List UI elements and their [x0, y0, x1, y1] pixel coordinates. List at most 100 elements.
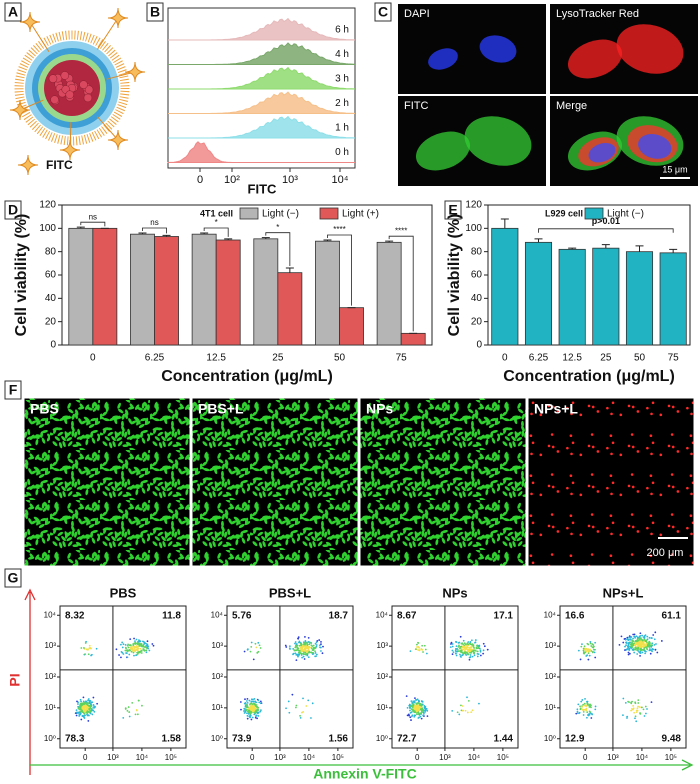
event-dot: [594, 641, 597, 644]
event-dot: [650, 701, 653, 704]
event-dot: [641, 651, 644, 654]
plot-title: PBS: [110, 585, 137, 600]
error-bar: [224, 238, 233, 240]
x-tick-label: 10³: [439, 753, 451, 762]
event-dot: [634, 717, 636, 720]
event-dot: [627, 653, 630, 656]
event-dot: [134, 640, 136, 643]
event-dot: [119, 643, 122, 646]
event-dot: [251, 708, 254, 711]
event-dot: [470, 645, 473, 647]
event-dot: [82, 705, 85, 708]
event-dot: [582, 650, 585, 653]
event-dot: [426, 715, 429, 718]
event-dot: [243, 710, 245, 712]
event-dot: [630, 709, 633, 712]
plot-frame: [559, 605, 687, 749]
panel-letter: G: [8, 570, 19, 586]
event-dot: [424, 709, 427, 712]
event-dot: [253, 708, 256, 711]
event-dot: [469, 641, 472, 643]
event-dot: [302, 652, 305, 655]
event-dot: [585, 655, 588, 657]
event-dot: [304, 636, 306, 638]
event-dot: [126, 656, 129, 659]
event-dot: [139, 647, 142, 650]
event-dot: [259, 647, 262, 649]
x-axis-label: Concentration (μg/mL): [161, 368, 333, 385]
x-tick-label: 10⁴: [136, 753, 149, 762]
event-dot: [300, 654, 303, 656]
event-dot: [298, 644, 301, 647]
event-dot: [133, 649, 136, 651]
event-dot: [593, 651, 596, 654]
event-dot: [295, 649, 298, 652]
time-label: 6 h: [335, 25, 349, 36]
event-dot: [589, 712, 591, 715]
event-dot: [252, 710, 255, 713]
event-dot: [417, 645, 420, 648]
event-dot: [646, 638, 649, 641]
event-dot: [312, 644, 315, 647]
core-particle: [84, 85, 94, 94]
x-axis-label: Annexin V-FITC: [313, 766, 416, 782]
event-dot: [84, 714, 86, 717]
event-dot: [124, 646, 127, 649]
event-dot: [631, 646, 634, 649]
event-dot: [288, 711, 291, 714]
event-dot: [142, 640, 144, 643]
event-dot: [451, 643, 454, 645]
quadrant-value: 12.9: [565, 734, 585, 745]
event-dot: [625, 644, 627, 647]
event-dot: [124, 707, 127, 710]
event-dot: [250, 700, 253, 703]
event-dot: [253, 698, 256, 700]
event-dot: [632, 633, 635, 636]
event-dot: [409, 711, 412, 714]
event-dot: [298, 649, 301, 652]
event-dot: [591, 713, 594, 716]
lipid-tails: [14, 30, 130, 146]
event-dot: [129, 647, 132, 650]
event-dot: [406, 714, 409, 717]
event-dot: [411, 705, 414, 708]
event-dot: [591, 643, 594, 646]
plot-frame: [61, 204, 433, 346]
event-dot: [127, 646, 130, 649]
event-dot: [315, 653, 318, 656]
event-dot: [128, 653, 131, 656]
legend-swatch: [584, 207, 604, 220]
event-dot: [417, 713, 419, 716]
event-dot: [589, 648, 591, 651]
event-dot: [145, 647, 148, 649]
event-dot: [651, 642, 654, 645]
event-dot: [85, 700, 88, 703]
event-dot: [246, 714, 249, 717]
significance-bracket: [327, 234, 352, 306]
event-dot: [90, 654, 92, 657]
event-dot: [457, 650, 460, 653]
event-dot: [648, 636, 651, 639]
event-dot: [473, 654, 476, 657]
event-dot: [255, 714, 258, 717]
event-dot: [641, 649, 644, 651]
event-dot: [133, 637, 135, 640]
event-dot: [121, 646, 124, 649]
event-dot: [637, 644, 639, 647]
event-dot: [127, 706, 130, 708]
event-dot: [307, 699, 310, 702]
event-dot: [634, 715, 637, 718]
event-dot: [464, 643, 467, 646]
event-dot: [120, 650, 123, 653]
event-dot: [576, 710, 579, 713]
event-dot: [294, 641, 297, 643]
event-dot: [245, 709, 248, 712]
quadrant-value: 73.9: [232, 734, 252, 745]
y-tick-label: 10³: [44, 641, 56, 650]
error-bar: [200, 232, 209, 235]
error-bar: [76, 226, 85, 229]
event-dot: [486, 648, 489, 651]
y-tick-label: 100: [39, 223, 56, 234]
event-dot: [644, 643, 646, 646]
bar: [215, 239, 241, 346]
